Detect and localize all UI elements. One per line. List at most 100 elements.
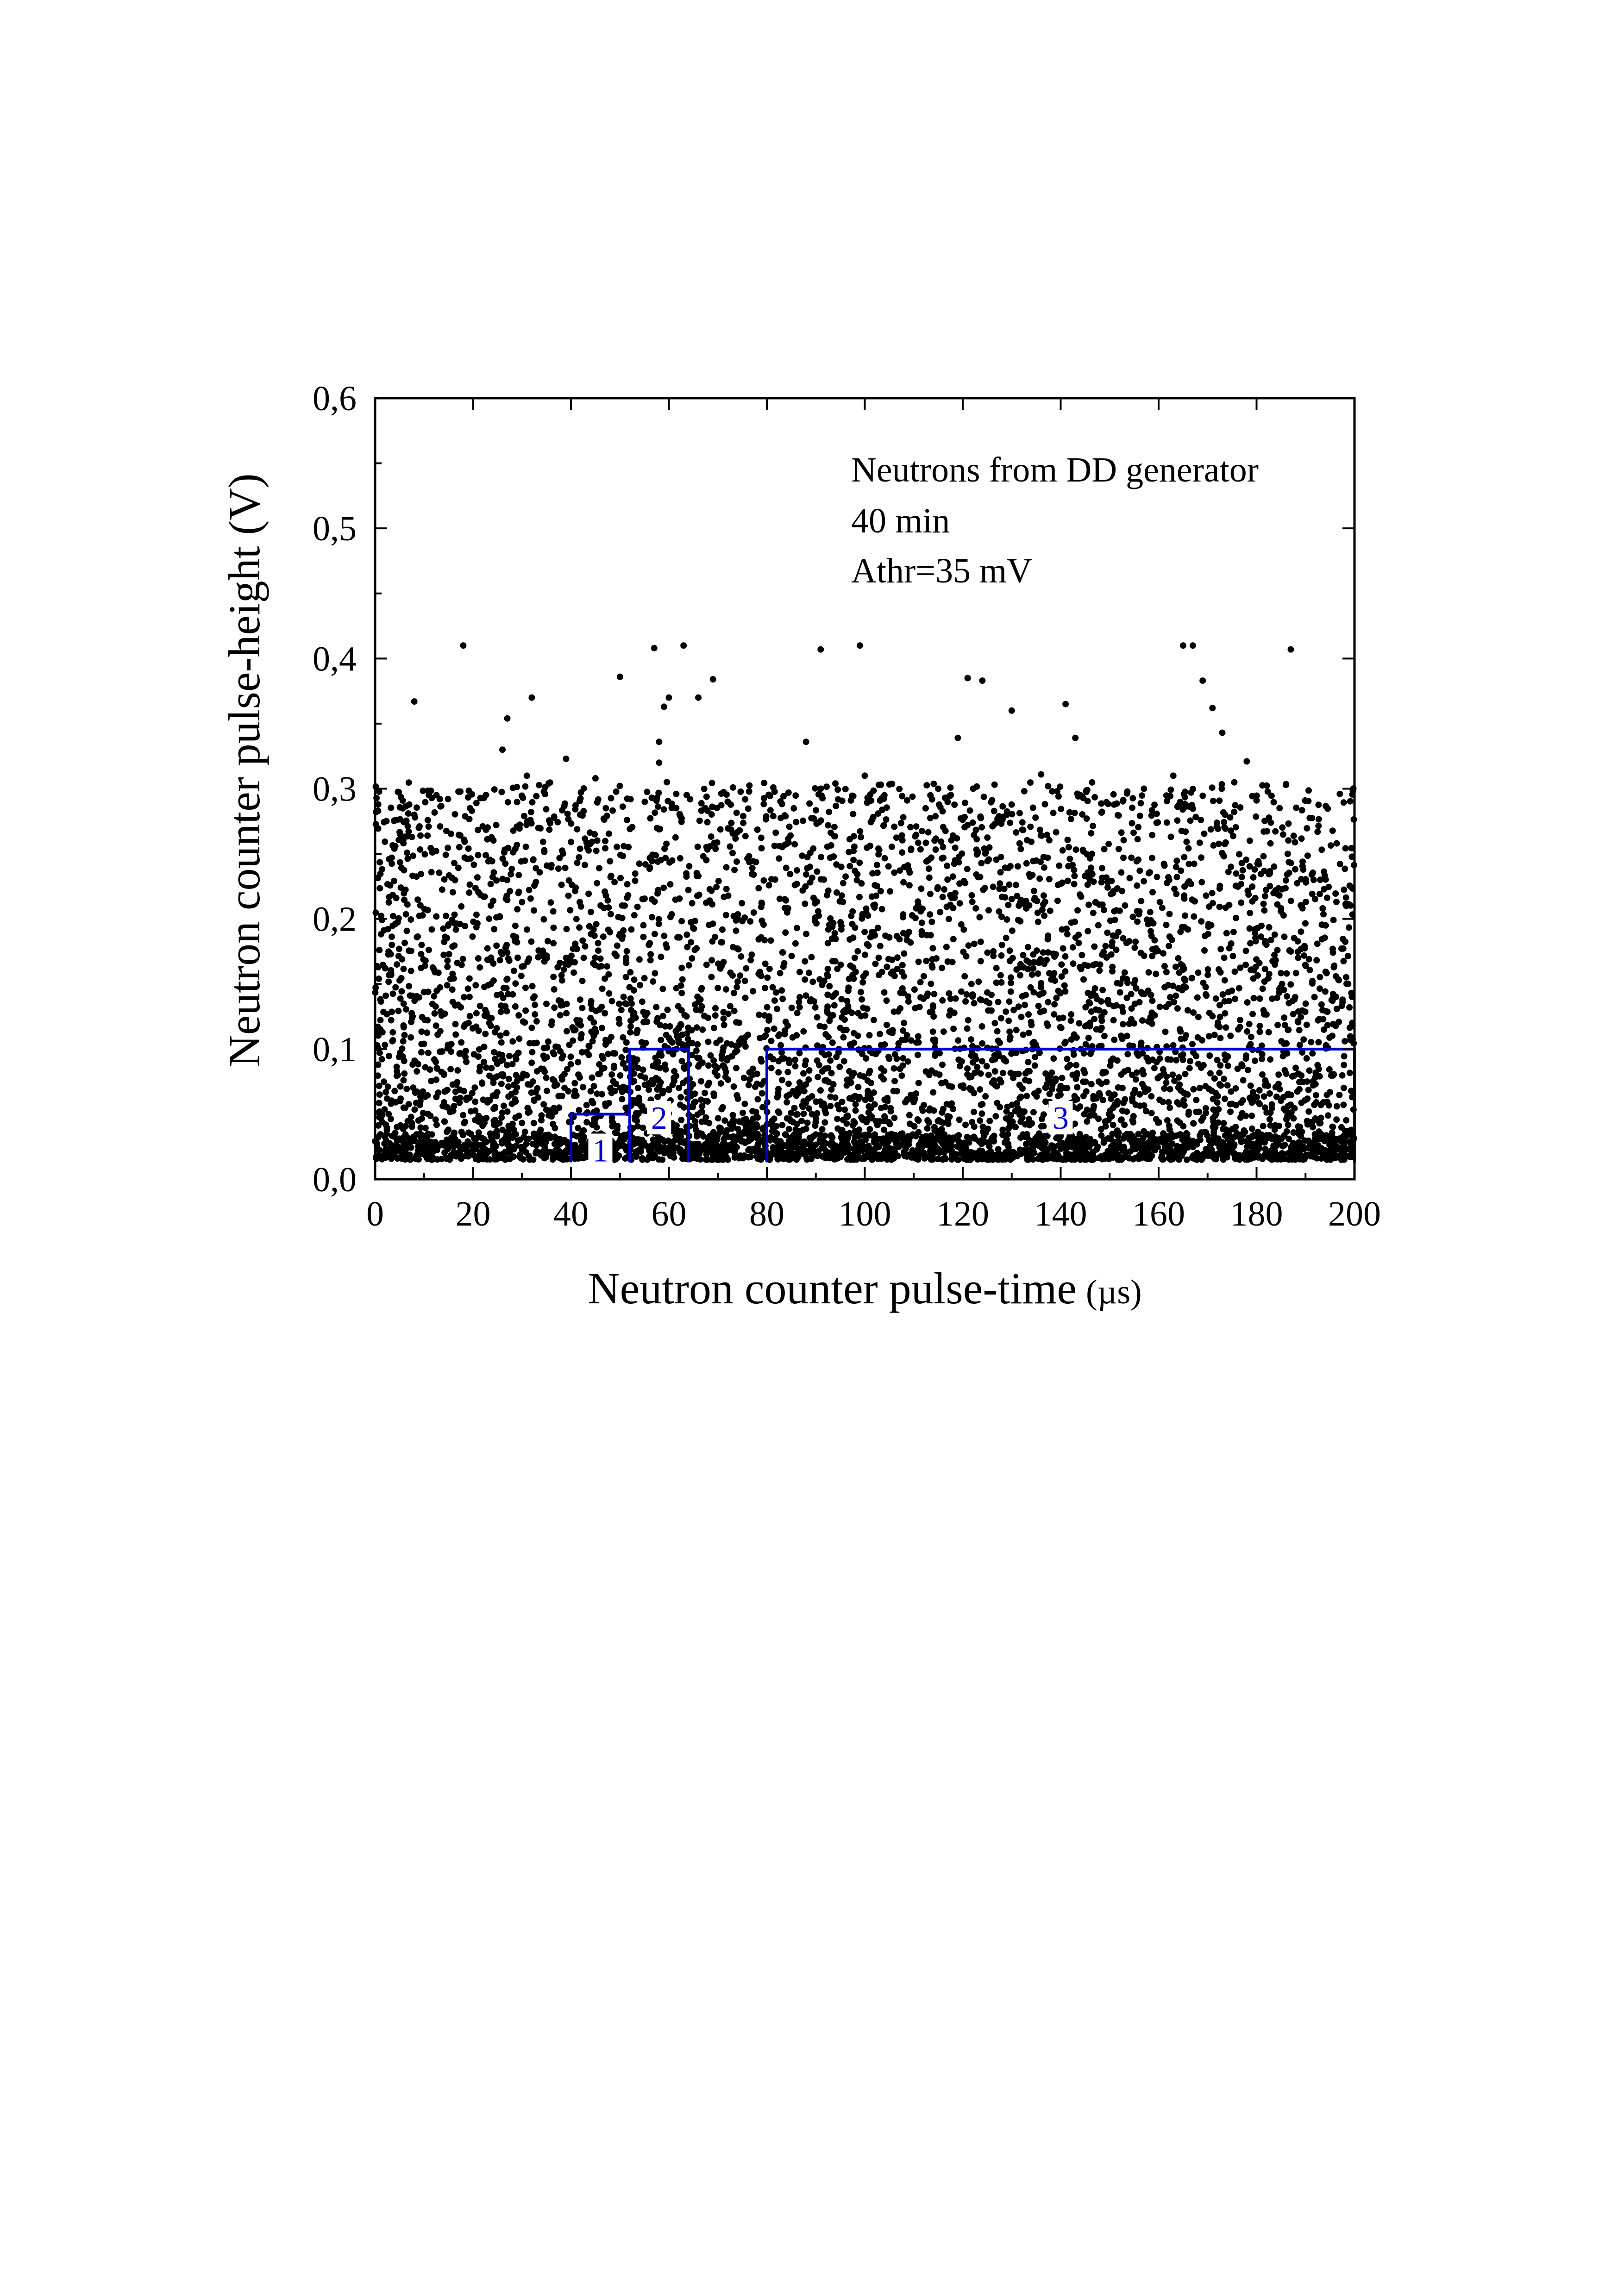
data-point <box>1141 878 1147 885</box>
data-point <box>969 819 976 826</box>
data-point <box>1319 1007 1326 1013</box>
data-point <box>519 1120 526 1126</box>
data-point <box>926 874 933 881</box>
data-point <box>695 694 702 701</box>
data-point <box>375 1072 382 1079</box>
data-point <box>946 990 953 997</box>
data-point <box>759 1126 766 1133</box>
data-point <box>829 1039 836 1046</box>
data-point <box>628 1017 635 1024</box>
data-point <box>1217 946 1224 952</box>
data-point <box>1115 812 1122 819</box>
data-point <box>378 1056 385 1063</box>
data-point <box>1262 1077 1269 1084</box>
data-point <box>968 981 975 988</box>
data-point <box>756 1011 763 1018</box>
data-point <box>931 991 938 998</box>
data-point <box>692 1123 698 1130</box>
data-point <box>1329 1123 1336 1130</box>
data-point <box>647 815 654 822</box>
data-point <box>956 1116 963 1123</box>
data-point <box>558 882 565 888</box>
data-point <box>1147 909 1154 916</box>
data-point <box>508 865 515 872</box>
data-point <box>660 703 667 710</box>
data-point <box>484 956 491 963</box>
data-point <box>586 829 593 836</box>
data-point <box>521 1019 528 1026</box>
data-point <box>1102 1123 1109 1130</box>
data-point <box>1232 995 1239 1002</box>
data-point <box>560 850 566 857</box>
data-point <box>978 1110 985 1117</box>
data-point <box>563 755 570 762</box>
data-point <box>1036 991 1043 998</box>
data-point <box>1260 853 1267 860</box>
data-point <box>689 955 696 962</box>
data-point <box>724 1156 731 1163</box>
data-point <box>814 1014 821 1021</box>
data-point <box>1082 1023 1089 1030</box>
data-point <box>1271 931 1278 938</box>
data-point <box>1233 1102 1240 1108</box>
data-point <box>1198 879 1205 886</box>
data-point <box>796 1004 803 1011</box>
data-point <box>906 882 913 888</box>
data-point <box>570 1037 577 1044</box>
data-point <box>1294 938 1301 945</box>
data-point <box>877 943 884 950</box>
data-point <box>632 870 639 877</box>
data-point <box>658 953 665 960</box>
data-point <box>973 836 980 843</box>
data-point <box>1058 961 1065 968</box>
data-point <box>1278 970 1285 976</box>
data-point <box>583 1101 590 1108</box>
data-point <box>1249 883 1256 890</box>
data-point <box>528 938 535 945</box>
data-point <box>1133 1076 1139 1083</box>
data-point <box>533 865 539 872</box>
data-point <box>663 941 669 948</box>
data-point <box>1223 930 1230 937</box>
data-point <box>1290 1129 1297 1136</box>
data-point <box>913 832 920 838</box>
data-point <box>1120 935 1127 942</box>
data-point <box>1330 964 1337 970</box>
data-point <box>576 854 583 861</box>
data-point <box>857 828 864 835</box>
data-point <box>824 843 831 850</box>
data-point <box>861 772 868 779</box>
data-point <box>1034 909 1041 916</box>
data-point <box>1221 819 1228 826</box>
data-point <box>938 1080 945 1087</box>
data-point <box>968 1074 975 1080</box>
data-point <box>746 788 752 795</box>
data-point <box>1266 814 1273 821</box>
data-point <box>688 919 695 926</box>
data-point <box>1232 882 1239 889</box>
data-point <box>1069 944 1076 951</box>
data-point <box>686 863 693 870</box>
data-point <box>776 855 783 862</box>
data-point <box>785 1080 792 1087</box>
data-point <box>405 947 412 954</box>
data-point <box>497 1057 504 1064</box>
data-point <box>831 824 838 831</box>
data-point <box>472 884 479 891</box>
data-point <box>500 995 507 1001</box>
data-point <box>1119 1085 1126 1091</box>
data-point <box>1041 960 1048 967</box>
data-point <box>750 871 757 878</box>
data-point <box>490 1079 497 1086</box>
data-point <box>1149 832 1156 838</box>
data-point <box>947 1101 953 1108</box>
data-point <box>376 1100 382 1107</box>
data-point <box>667 913 674 920</box>
data-point <box>1133 985 1140 992</box>
data-point <box>1121 969 1128 976</box>
data-point <box>644 788 651 795</box>
data-point <box>1170 982 1176 989</box>
data-point <box>600 1055 607 1062</box>
data-point <box>813 820 820 827</box>
data-point <box>1244 999 1251 1006</box>
